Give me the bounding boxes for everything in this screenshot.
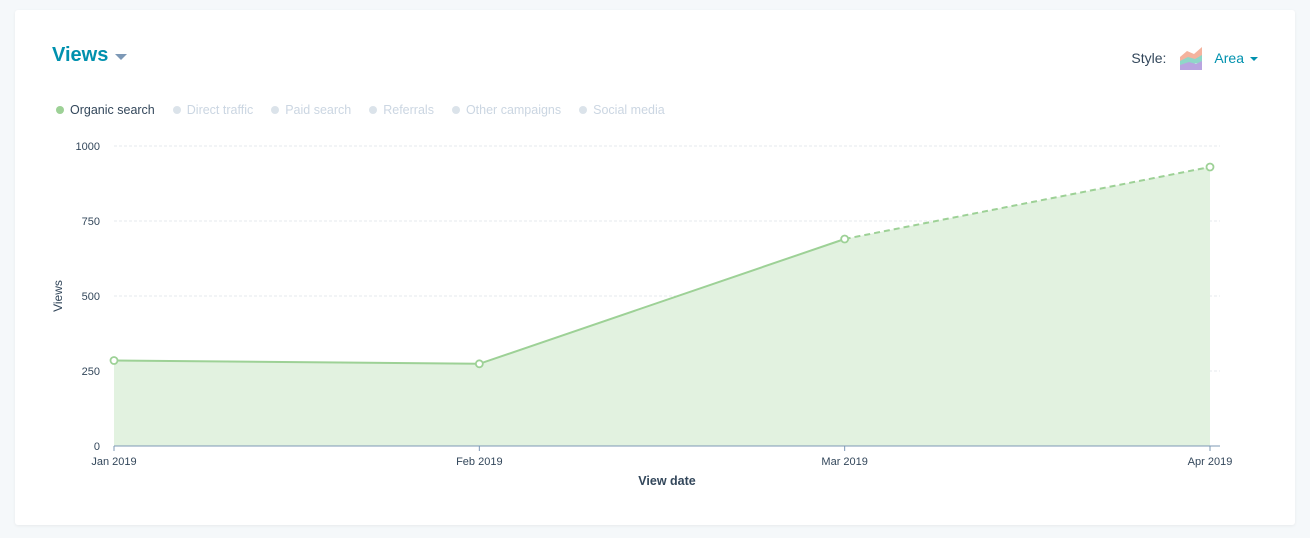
series-line-projected [844, 166, 1211, 240]
title-dropdown[interactable]: Views [52, 44, 128, 67]
chart-title: Views [52, 44, 109, 66]
legend-label: Direct traffic [186, 103, 254, 117]
x-axis-title: View date [638, 474, 695, 488]
area-chart-icon [1180, 47, 1203, 70]
data-point [840, 234, 850, 244]
style-label: Style: [1131, 50, 1167, 66]
legend-item-other-campaigns[interactable]: Other campaigns [451, 103, 562, 117]
legend-dot-icon [56, 106, 64, 114]
x-tick-label: Feb 2019 [456, 456, 502, 468]
y-tick-label: 1000 [76, 141, 100, 153]
legend-dot-icon [271, 106, 280, 114]
y-tick-label: 0 [94, 441, 100, 453]
y-tick-label: 500 [82, 291, 100, 303]
chevron-down-icon [115, 53, 128, 60]
data-point [474, 359, 484, 369]
legend-item-direct-traffic[interactable]: Direct traffic [172, 103, 254, 117]
data-point [109, 356, 119, 365]
legend-dot-icon [451, 106, 460, 114]
legend-label: Referrals [383, 103, 434, 117]
legend-label: Social media [593, 103, 665, 117]
style-dropdown[interactable]: Area [1214, 50, 1258, 66]
x-tick-label: Mar 2019 [821, 456, 867, 468]
x-tick-label: Apr 2019 [1188, 456, 1233, 468]
legend-dot-icon [172, 106, 181, 114]
legend: Organic search Direct traffic Paid searc… [56, 103, 683, 117]
legend-label: Paid search [285, 103, 352, 117]
legend-label: Organic search [70, 103, 155, 117]
y-tick-label: 750 [82, 216, 100, 228]
legend-label: Other campaigns [465, 103, 562, 117]
legend-item-paid-search[interactable]: Paid search [271, 103, 351, 117]
data-point [1205, 162, 1215, 172]
y-tick-label: 250 [82, 366, 100, 378]
chart-card: Views Style: Area Organic search Direct … [15, 10, 1295, 525]
style-value: Area [1214, 50, 1244, 66]
style-selector: Style: Area [1131, 45, 1258, 71]
series-area [114, 167, 1210, 446]
legend-item-social-media[interactable]: Social media [579, 103, 665, 117]
x-tick-label: Jan 2019 [91, 456, 136, 468]
caret-down-icon [1250, 57, 1258, 61]
legend-dot-icon [369, 106, 378, 114]
legend-dot-icon [579, 106, 588, 114]
legend-item-organic-search[interactable]: Organic search [56, 103, 155, 117]
area-chart: 0 250 500 750 1000 Jan 2019 Feb 2019 Mar 2019 Ap… [51, 141, 1233, 488]
y-axis-title: Views [51, 280, 65, 312]
legend-item-referrals[interactable]: Referrals [369, 103, 434, 117]
